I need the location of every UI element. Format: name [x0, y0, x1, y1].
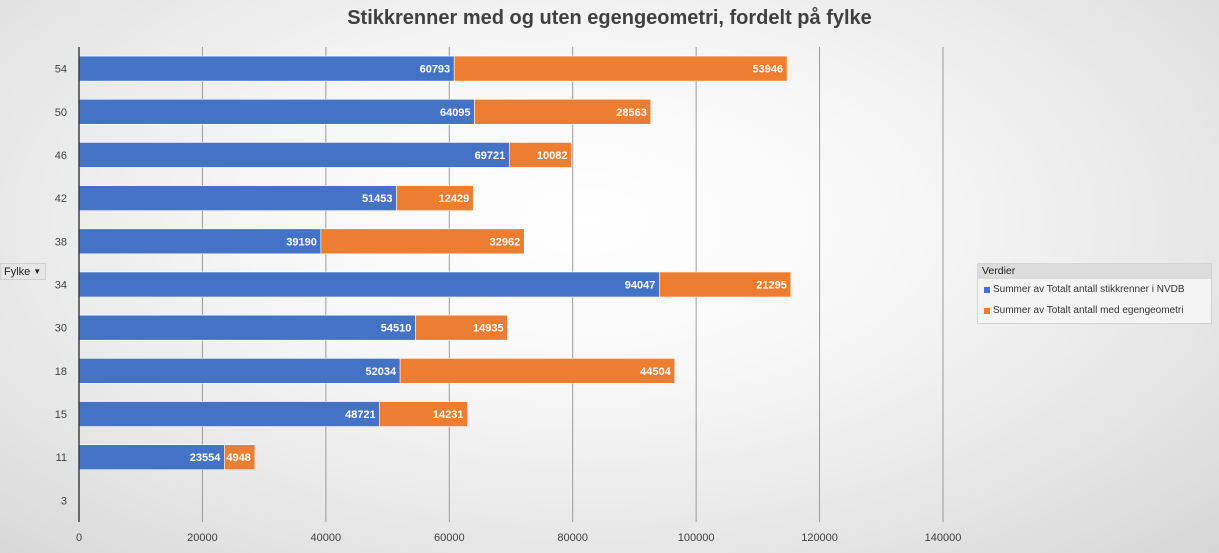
bars	[78, 55, 792, 471]
x-tick-label: 40000	[311, 532, 342, 544]
data-label: 12429	[439, 193, 470, 205]
bar-segment-series-0[interactable]	[78, 185, 397, 211]
data-label: 28563	[616, 107, 647, 119]
fylke-filter-button[interactable]: Fylke ▼	[0, 263, 46, 280]
data-label: 52034	[366, 366, 397, 378]
y-tick-label: 54	[55, 64, 67, 76]
y-tick-label: 38	[55, 236, 67, 248]
bar-segment-series-0[interactable]	[78, 142, 510, 168]
legend-item-nvdb[interactable]: Summer av Totalt antall stikkrenner i NV…	[978, 279, 1211, 300]
bar-segment-series-1[interactable]	[320, 228, 525, 255]
data-label: 10082	[537, 150, 568, 162]
bar-segment-series-1[interactable]	[396, 185, 474, 211]
bar-segment-series-1[interactable]	[659, 271, 792, 298]
dropdown-arrow-icon: ▼	[33, 267, 42, 276]
y-tick-label: 34	[55, 280, 67, 292]
x-tick-label: 60000	[434, 532, 465, 544]
bar-segment-series-0[interactable]	[78, 444, 225, 471]
data-label: 4948	[226, 452, 250, 464]
bar-segment-series-1[interactable]	[415, 314, 508, 341]
bar-segment-series-1[interactable]	[474, 98, 652, 125]
y-tick-label: 30	[55, 323, 67, 335]
bar-labels: 23554 4948 48721 14231 52034 44504 54510 14935 9…	[190, 64, 787, 465]
legend-swatch-blue	[984, 286, 990, 293]
x-tick-label: 0	[76, 532, 82, 544]
data-label: 64095	[440, 107, 471, 119]
x-tick-label: 120000	[801, 532, 838, 544]
data-label: 39190	[286, 236, 317, 248]
chart-title: Stikkrenner med og uten egengeometri, fo…	[347, 7, 872, 29]
x-tick-label: 80000	[557, 532, 588, 544]
bar-segment-series-0[interactable]	[78, 228, 322, 255]
x-tick-label: 20000	[187, 532, 218, 544]
data-label: 14935	[473, 323, 504, 335]
data-label: 94047	[625, 280, 656, 292]
y-tick-label: 15	[55, 409, 67, 421]
legend-label-egengeometri: Summer av Totalt antall med egengeometri	[993, 305, 1184, 316]
data-label: 21295	[756, 280, 787, 292]
data-label: 51453	[362, 193, 393, 205]
data-label: 60793	[420, 64, 451, 76]
x-axis-ticks: 0 20000 40000 60000 80000 100000 120000 140000	[76, 532, 961, 544]
data-label: 54510	[381, 323, 412, 335]
data-label: 48721	[345, 409, 376, 421]
legend-item-egengeometri[interactable]: Summer av Totalt antall med egengeometri	[978, 300, 1211, 321]
bar-segment-series-0[interactable]	[78, 314, 416, 341]
data-label: 23554	[190, 452, 221, 464]
bar-segment-series-0[interactable]	[78, 98, 475, 125]
y-tick-label: 50	[55, 107, 67, 119]
y-axis-ticks: 3 11 15 18 30 34 38 42 46 50 54	[55, 64, 67, 508]
bar-segment-series-0[interactable]	[78, 358, 401, 384]
x-tick-label: 100000	[678, 532, 715, 544]
fylke-filter-label: Fylke	[4, 266, 31, 278]
data-label: 44504	[640, 366, 671, 378]
data-label: 14231	[433, 409, 464, 421]
x-tick-label: 140000	[925, 532, 962, 544]
legend-label-nvdb: Summer av Totalt antall stikkrenner i NV…	[993, 284, 1185, 295]
data-label: 53946	[753, 64, 784, 76]
bar-segment-series-0[interactable]	[78, 271, 660, 298]
legend-swatch-orange	[984, 307, 990, 314]
y-tick-label: 11	[56, 452, 67, 464]
bar-segment-series-1[interactable]	[224, 444, 256, 471]
bar-segment-series-0[interactable]	[78, 401, 380, 427]
bar-segment-series-0[interactable]	[78, 55, 455, 82]
bar-segment-series-1[interactable]	[453, 55, 788, 82]
data-label: 69721	[475, 150, 506, 162]
legend-title: Verdier	[978, 264, 1211, 279]
y-tick-label: 18	[55, 366, 67, 378]
y-tick-label: 42	[55, 193, 67, 205]
bar-segment-series-1[interactable]	[379, 401, 468, 427]
y-tick-label: 3	[61, 495, 67, 507]
legend: Verdier Summer av Totalt antall stikkren…	[977, 263, 1212, 324]
bar-segment-series-1[interactable]	[508, 142, 572, 168]
bar-segment-series-1[interactable]	[399, 358, 676, 384]
y-tick-label: 46	[55, 150, 67, 162]
data-label: 32962	[490, 236, 521, 248]
